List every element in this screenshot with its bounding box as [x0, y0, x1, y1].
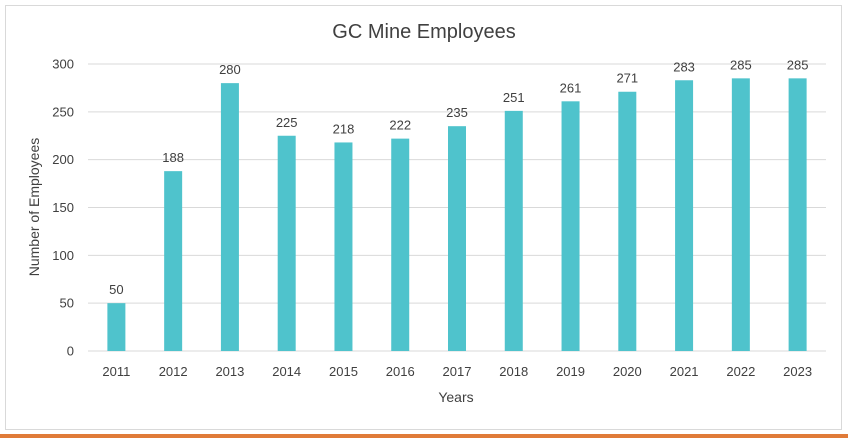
x-tick-label: 2020 — [613, 364, 642, 379]
data-label: 271 — [616, 71, 638, 86]
data-label: 280 — [219, 62, 241, 77]
x-tick-label: 2013 — [215, 364, 244, 379]
accent-rule — [0, 434, 848, 438]
x-tick-label: 2015 — [329, 364, 358, 379]
x-axis-title: Years — [438, 389, 473, 405]
bar-2021 — [675, 80, 694, 351]
x-tick-label: 2018 — [499, 364, 528, 379]
x-tick-label: 2017 — [443, 364, 472, 379]
bar-2018 — [504, 110, 523, 351]
bar-2019 — [561, 101, 580, 351]
data-label: 222 — [389, 118, 411, 133]
bar-2023 — [788, 78, 807, 351]
data-label: 283 — [673, 59, 695, 74]
data-label: 251 — [503, 90, 525, 105]
y-tick-labels: 0 50 100 150 200 250 300 — [52, 57, 74, 359]
y-tick-label: 0 — [67, 344, 74, 359]
bar-2011 — [107, 303, 126, 351]
data-label: 218 — [333, 121, 355, 136]
x-tick-label: 2019 — [556, 364, 585, 379]
bar-2016 — [391, 138, 410, 351]
x-tick-label: 2016 — [386, 364, 415, 379]
data-label: 188 — [162, 150, 184, 165]
bar-2017 — [448, 126, 466, 351]
chart-frame — [5, 5, 842, 430]
y-tick-label: 250 — [52, 104, 74, 119]
data-label: 285 — [730, 57, 752, 72]
bar-2015 — [334, 142, 353, 351]
x-tick-label: 2011 — [102, 364, 130, 379]
bar-2012 — [164, 171, 183, 351]
x-tick-label: 2014 — [272, 364, 301, 379]
data-label: 285 — [787, 57, 809, 72]
x-tick-label: 2023 — [783, 364, 812, 379]
y-tick-label: 100 — [52, 248, 74, 263]
data-label: 235 — [446, 105, 468, 120]
bar-2013 — [220, 83, 239, 351]
bar-2020 — [618, 91, 637, 351]
x-tick-label: 2012 — [159, 364, 188, 379]
y-tick-label: 150 — [52, 200, 74, 215]
x-tick-label: 2021 — [670, 364, 699, 379]
y-tick-label: 50 — [60, 296, 74, 311]
data-labels: 50 188 280 225 218 222 235 251 261 271 283 285 285 — [109, 57, 808, 297]
data-label: 261 — [560, 80, 582, 95]
data-label: 225 — [276, 115, 298, 130]
data-label: 50 — [109, 282, 123, 297]
chart-title: GC Mine Employees — [332, 21, 515, 43]
y-axis-title: Number of Employees — [26, 138, 42, 277]
bar-2014 — [277, 135, 296, 351]
bar-2022 — [731, 78, 750, 351]
x-tick-labels: 2011 2012 2013 2014 2015 2016 2017 2018 2019 2020… — [102, 364, 812, 379]
y-tick-label: 300 — [52, 57, 74, 72]
x-tick-label: 2022 — [726, 364, 755, 379]
bars — [107, 78, 807, 351]
y-tick-label: 200 — [52, 152, 74, 167]
